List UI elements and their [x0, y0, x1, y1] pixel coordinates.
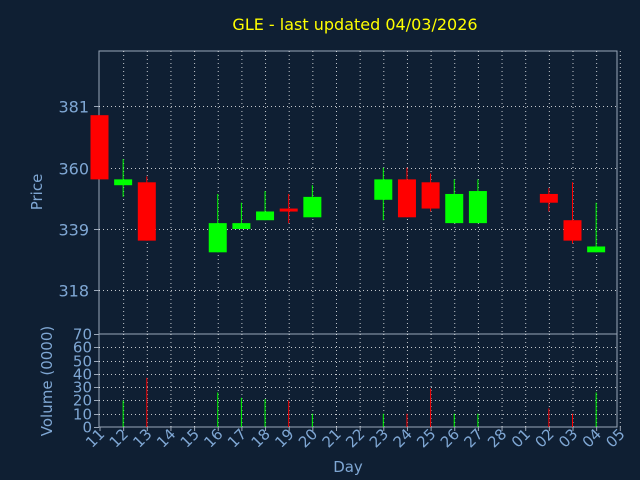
- price-panel: 318 339 360 381: [58, 50, 621, 335]
- candle-body: [563, 220, 582, 241]
- candle-body: [137, 182, 156, 241]
- x-tick-label: 25: [413, 425, 439, 451]
- x-tick-label: 01: [508, 425, 534, 451]
- x-axis: 1112131415161718192021222324252627280102…: [82, 425, 629, 451]
- price-frame: [98, 50, 618, 335]
- candle-body: [256, 211, 275, 221]
- candle-body: [468, 191, 487, 224]
- volume-tick-label: 10: [73, 406, 92, 424]
- candle-body: [397, 179, 416, 218]
- price-tick-label: 381: [58, 98, 89, 117]
- x-tick-label: 18: [248, 425, 274, 451]
- volume-frame: [98, 333, 618, 428]
- x-tick-label: 23: [366, 425, 392, 451]
- volume-tick-label: 30: [73, 379, 92, 397]
- candle-body: [232, 223, 251, 229]
- x-tick-label: 14: [153, 425, 179, 451]
- candle-body: [279, 208, 298, 212]
- x-tick-label: 24: [390, 425, 416, 451]
- candle-body: [587, 246, 606, 253]
- volume-axis-label: Volume (0000): [38, 326, 56, 436]
- candle-body: [90, 115, 109, 180]
- x-axis-label: Day: [333, 458, 363, 476]
- candle-body: [374, 179, 393, 200]
- x-tick-label: 04: [579, 425, 605, 451]
- x-tick-label: 20: [295, 425, 321, 451]
- x-tick-label: 17: [224, 425, 250, 451]
- candle-body: [421, 182, 440, 209]
- volume-tick-label: 60: [73, 339, 92, 357]
- x-tick-label: 05: [602, 425, 628, 451]
- x-tick-label: 28: [484, 425, 510, 451]
- x-tick-label: 22: [342, 425, 368, 451]
- x-tick-label: 21: [319, 425, 345, 451]
- price-tick-label: 360: [58, 160, 89, 179]
- chart-title: GLE - last updated 04/03/2026: [232, 15, 477, 34]
- volume-tick-label: 20: [73, 392, 92, 410]
- price-tick-label: 318: [58, 282, 89, 301]
- x-tick-label: 19: [271, 425, 297, 451]
- x-tick-label: 03: [555, 425, 581, 451]
- x-tick-label: 02: [531, 425, 557, 451]
- candle-body: [445, 193, 464, 224]
- x-tick-label: 15: [177, 425, 203, 451]
- volume-tick-label: 0: [82, 419, 92, 437]
- candle-body: [303, 196, 322, 218]
- price-axis-label: Price: [28, 174, 46, 211]
- x-tick-label: 27: [460, 425, 486, 451]
- x-tick-label: 26: [437, 425, 463, 451]
- x-tick-label: 12: [106, 425, 132, 451]
- volume-tick-label: 40: [73, 366, 92, 384]
- price-tick-label: 339: [58, 221, 89, 240]
- candle-body: [539, 193, 558, 203]
- x-tick-label: 13: [129, 425, 155, 451]
- candle-body: [208, 223, 227, 253]
- volume-tick-label: 50: [73, 353, 92, 371]
- candle-body: [114, 179, 133, 186]
- x-tick-label: 16: [200, 425, 226, 451]
- volume-tick-label: 70: [73, 326, 92, 344]
